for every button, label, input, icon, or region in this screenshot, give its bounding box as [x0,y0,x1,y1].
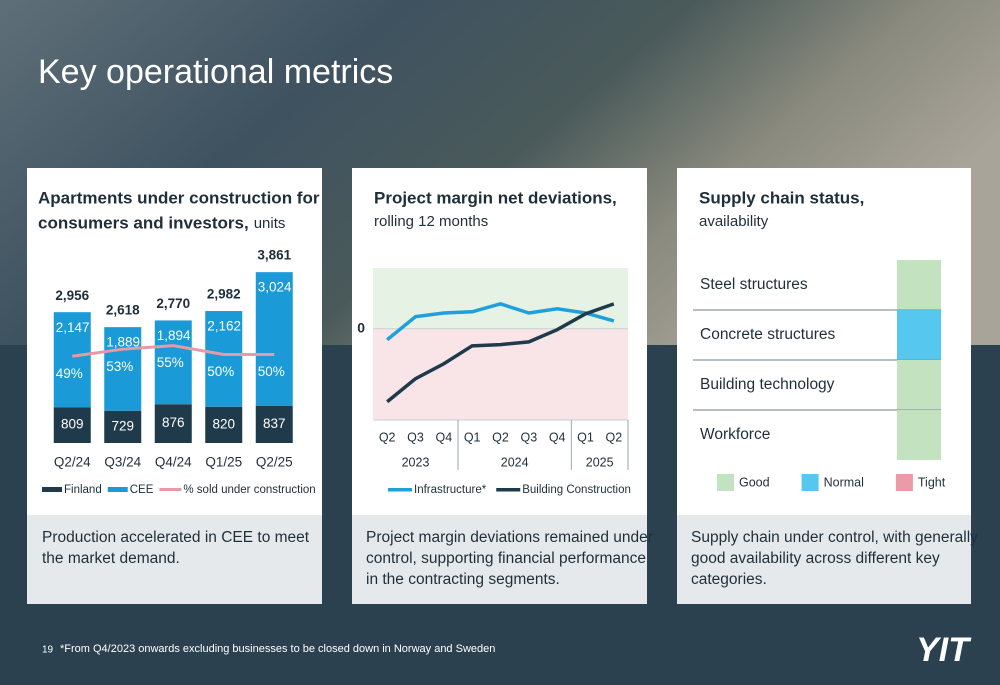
x-tick-label: Q1 [577,430,594,444]
status-cell [897,360,941,410]
bar-value-label: 2,162 [207,319,241,334]
row-label: Workforce [700,426,770,443]
legend-label: CEE [130,484,154,496]
line-value-label: 53% [106,359,133,374]
x-tick-label: Q3 [407,430,424,444]
legend-label: Tight [918,475,946,489]
panel-title: consumers and investors, [38,213,249,232]
panel-subtitle: availability [699,213,769,230]
line-series [72,344,275,358]
legend-label: Infrastructure* [414,484,487,496]
panel-caption-area [677,515,971,604]
bar-total-label: 3,861 [257,248,291,263]
x-tick-label: Q4 [549,430,566,444]
x-tick-label: Q3 [520,430,537,444]
x-tick-label: Q4/24 [155,455,192,470]
x-group-label: 2023 [402,455,430,469]
bar-segment [255,272,293,406]
line-value-label: 50% [258,364,285,379]
legend-swatch [107,487,128,492]
logo: YIT [916,631,972,669]
panel-caption: Project margin deviations remained under [366,529,653,546]
x-tick-label: Q2 [605,430,622,444]
bar-total-label: 2,956 [55,288,89,303]
legend-label: % sold under construction [183,484,315,496]
bar-segment [154,320,192,405]
line-value-label: 49% [56,366,83,381]
row-label: Building technology [700,376,835,393]
y-tick-label: 0 [357,320,365,336]
bar-value-label: 2,147 [56,320,90,335]
bar-segment [104,327,142,411]
panel-caption: good availability across different key [691,550,940,567]
panel-caption: the market demand. [42,550,180,567]
x-tick-label: Q3/24 [104,455,141,470]
panel-title: units [254,215,286,232]
legend-swatch [496,488,521,492]
legend-label: Finland [64,484,102,496]
panel-caption: control, supporting financial performanc… [366,550,646,567]
legend-label: Building Construction [522,484,631,496]
bar-total-label: 2,770 [156,296,190,311]
panel-title: Apartments under construction for [38,188,320,207]
legend-swatch [801,474,819,491]
panel-caption: in the contracting segments. [366,571,560,588]
line-series [386,302,615,404]
x-tick-label: Q2 [379,430,396,444]
bar-value-label: 729 [111,418,134,433]
line-value-label: 55% [157,355,184,370]
bar-value-label: 820 [212,416,235,431]
panel-subtitle: rolling 12 months [374,213,488,230]
panel-caption: Production accelerated in CEE to meet [42,529,310,546]
bar-value-label: 1,894 [157,328,191,343]
panel-caption: categories. [691,571,767,588]
bar-total-label: 2,982 [207,287,241,302]
legend-label: Normal [824,475,864,489]
bar-segment [53,407,91,443]
bar-segment [104,410,142,443]
bar-segment [154,404,192,443]
legend-swatch [159,488,182,491]
x-tick-label: Q4 [435,430,452,444]
bar-value-label: 837 [263,416,286,431]
line-value-label: 50% [207,364,234,379]
x-tick-label: Q2 [492,430,509,444]
bar-segment [205,311,243,407]
bar-segment [205,406,243,443]
status-cell [897,410,941,460]
status-cell [897,260,941,310]
x-tick-label: Q2/24 [54,455,91,470]
bar-segment [255,405,293,443]
legend-swatch [42,487,62,492]
panel-caption-area [352,515,647,604]
line-series [386,302,615,342]
bar-value-label: 809 [61,417,84,432]
legend-swatch [895,474,913,491]
page-number: 19 [42,645,54,656]
legend-swatch [388,488,412,492]
bar-segment [53,312,91,408]
panel-title: Project margin net deviations, [374,188,617,207]
x-tick-label: Q1/25 [205,455,242,470]
x-tick-label: Q1 [464,430,481,444]
x-tick-label: Q2/25 [256,455,293,470]
x-group-label: 2024 [501,455,529,469]
slide-title: Key operational metrics [38,53,393,91]
bar-value-label: 876 [162,415,185,430]
bar-total-label: 2,618 [106,303,140,318]
bar-value-label: 1,889 [106,335,140,350]
panel-caption: Supply chain under control, with general… [691,529,978,546]
legend-label: Good [739,475,770,489]
negative-area [373,328,628,420]
row-label: Concrete structures [700,326,835,343]
bar-value-label: 3,024 [258,280,292,295]
status-cell [897,310,941,360]
panel-title: Supply chain status, [699,188,864,207]
x-group-label: 2025 [586,455,614,469]
footnote: *From Q4/2023 onwards excluding business… [60,643,495,655]
row-label: Steel structures [700,276,808,293]
panel-caption-area [27,515,322,604]
legend-swatch [717,474,734,491]
